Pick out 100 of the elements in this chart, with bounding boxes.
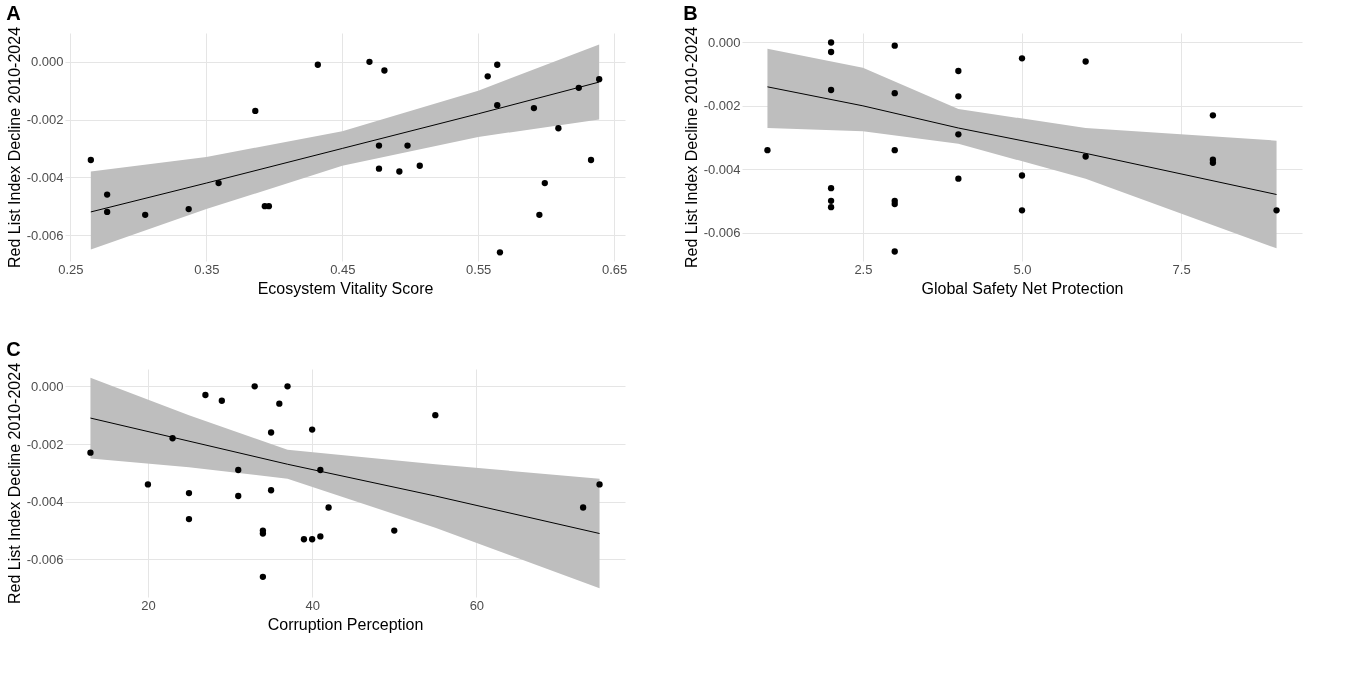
y-tick-label: 0.000 [707,35,741,50]
point [827,48,835,56]
point [955,67,962,75]
point [276,400,283,407]
y-tick-label: 0.000 [30,378,64,394]
point [1082,58,1089,65]
point [555,125,562,132]
y-tick-label: -0.006 [26,551,64,567]
point [300,536,308,543]
point [375,165,383,172]
point [891,200,898,208]
point [955,175,962,182]
x-tick-label: 20 [141,597,156,613]
point [404,142,411,149]
chart-title: A [6,2,21,25]
x-tick-label: 60 [469,597,485,613]
y-axis-title: Red List Index Decline 2010-2024 [5,362,23,605]
x-tick-label: 0.65 [601,261,628,277]
point [103,191,111,198]
x-tick-label: 0.25 [58,261,84,277]
point [235,466,242,474]
point [827,39,835,46]
x-tick-label: 40 [305,597,320,613]
point [366,58,373,66]
y-axis-title: Red List Index Decline 2010-2024 [682,26,700,269]
point [391,527,398,534]
y-tick-label: -0.004 [26,169,64,185]
y-tick-label: -0.004 [26,494,64,510]
chart-title: C [6,338,21,361]
point [764,147,771,154]
point [103,208,111,216]
point [87,156,94,164]
y-tick-label: -0.002 [703,98,741,114]
point [541,179,548,187]
x-tick-label: 7.5 [1172,261,1191,277]
point [530,104,538,112]
line-series [766,86,1278,195]
point [955,93,962,100]
x-tick-label: 0.45 [330,261,356,277]
point [484,73,491,80]
point [827,86,835,94]
point [202,391,209,399]
point [1018,172,1026,179]
y-tick-label: -0.006 [703,225,741,240]
line-series [89,417,601,535]
point [375,142,383,149]
point [185,205,192,213]
point [218,397,225,404]
point [891,248,898,255]
point [432,412,439,419]
point [142,211,149,218]
point [267,487,275,494]
point [579,504,587,511]
y-tick-label: 0.000 [30,54,64,70]
point [496,249,504,256]
point [185,515,193,523]
y-axis-title: Red List Index Decline 2010-2024 [5,26,23,269]
point [587,156,595,164]
point [827,185,835,192]
point [494,102,501,109]
point [235,492,242,500]
x-axis-title: Ecosystem Vitality Score [257,279,434,297]
point [827,197,835,204]
y-tick-label: -0.002 [26,112,64,128]
y-tick-label: -0.002 [26,436,64,452]
point [267,429,275,436]
point [396,168,403,175]
point [1273,207,1280,214]
point [827,204,835,211]
point [317,533,324,540]
chart-title: B [683,2,698,25]
point [284,383,291,390]
point [259,573,267,580]
point [185,489,193,497]
y-tick-label: -0.004 [703,161,741,177]
point [215,179,222,187]
point [251,383,258,390]
x-axis-title: Global Safety Net Protection [921,279,1124,297]
x-axis-title: Corruption Perception [267,615,424,633]
point [252,107,259,115]
point [325,504,332,511]
y-tick-label: -0.006 [26,227,64,243]
x-tick-label: 0.35 [194,261,220,277]
x-tick-label: 5.0 [1013,261,1032,277]
x-tick-label: 2.5 [854,261,873,277]
point [955,131,962,138]
point [381,67,388,74]
point [891,90,898,97]
point [314,61,321,68]
point [891,42,898,49]
point [308,536,316,543]
point [265,203,273,210]
point [144,481,152,488]
point [1018,55,1026,62]
point [494,61,501,68]
point [87,449,94,456]
point [596,481,603,488]
point [536,211,543,218]
point [891,147,898,154]
point [1018,207,1026,214]
